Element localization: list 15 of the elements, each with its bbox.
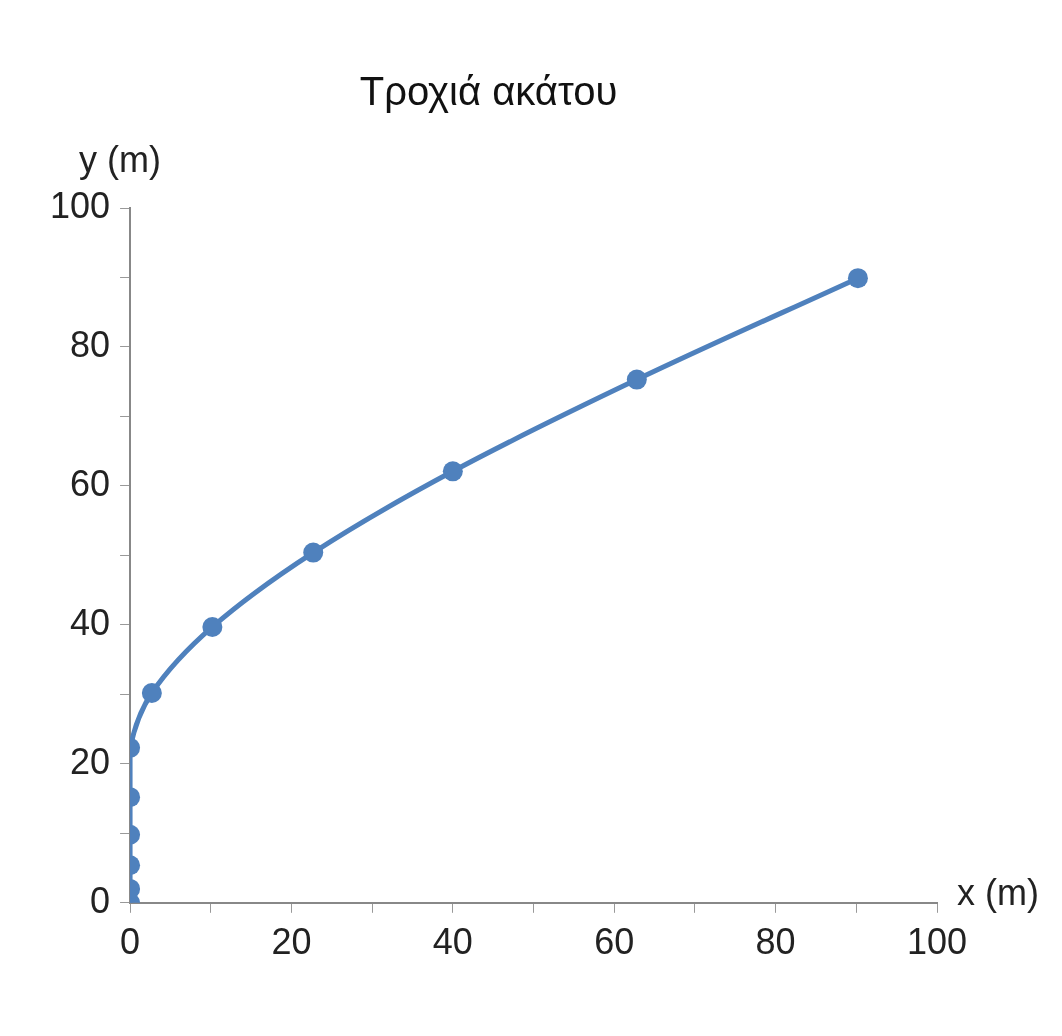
y-tick-label: 80 <box>70 323 111 365</box>
y-axis-title: y (m) <box>79 138 162 180</box>
y-tick-label: 100 <box>49 184 111 226</box>
x-axis-title: x (m) <box>957 871 1039 913</box>
x-tick-label: 100 <box>906 921 968 963</box>
y-tick-label: 40 <box>70 601 111 643</box>
x-tick-label: 0 <box>120 921 141 963</box>
x-tick-label: 20 <box>271 921 312 963</box>
y-tick-label: 60 <box>70 462 111 504</box>
x-tick-label: 80 <box>755 921 796 963</box>
x-tick-label: 40 <box>432 921 473 963</box>
x-tick-label: 60 <box>594 921 635 963</box>
y-tick-label: 20 <box>70 740 111 782</box>
chart-title: Τροχιά ακάτου <box>359 69 618 114</box>
y-tick-label: 0 <box>90 879 111 921</box>
